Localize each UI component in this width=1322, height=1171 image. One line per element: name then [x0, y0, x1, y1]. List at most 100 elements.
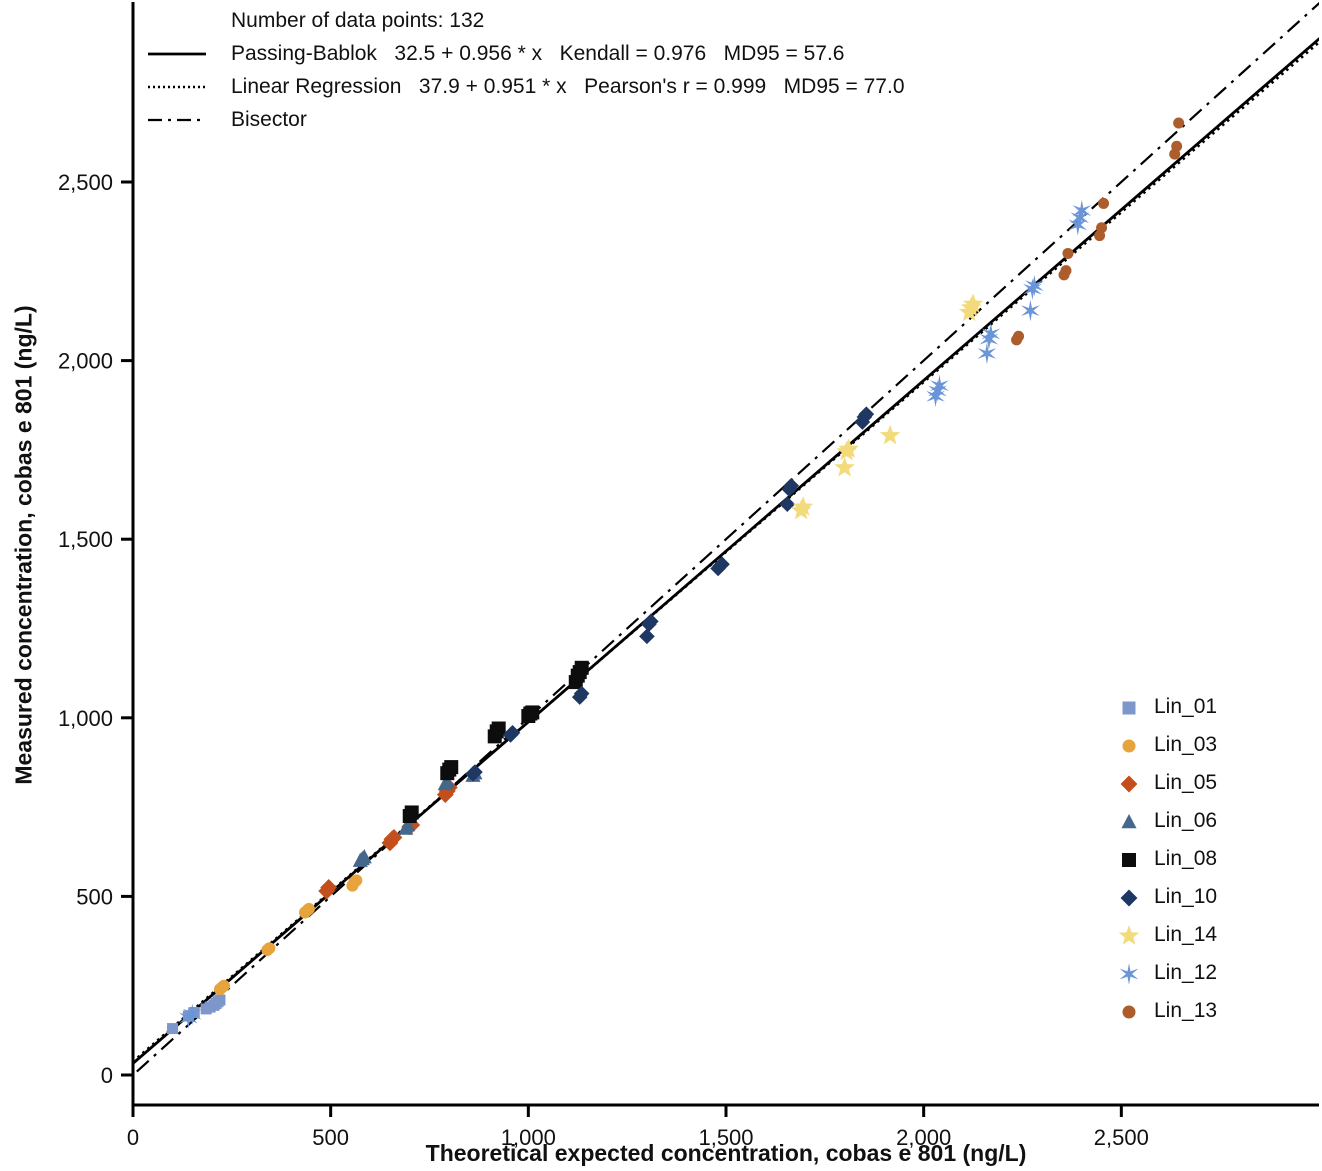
- data-point-lin-03: [302, 902, 315, 915]
- legend-label: Lin_01: [1154, 695, 1218, 718]
- data-point-lin-12: [981, 323, 1001, 345]
- x-axis-title: Theoretical expected concentration, coba…: [425, 1140, 1027, 1166]
- series-lin-12: [178, 199, 1092, 1029]
- stats-row-count: Number of data points: 132: [148, 4, 905, 37]
- data-point-lin-14: [962, 293, 984, 313]
- stats-row-bisector: Bisector: [148, 103, 905, 136]
- data-point-lin-14: [838, 438, 859, 458]
- legend-item-lin-14: Lin_14: [1118, 916, 1217, 954]
- data-point-lin-12: [1072, 199, 1092, 222]
- data-point-lin-10: [714, 556, 730, 573]
- data-point-lin-08: [491, 721, 506, 736]
- bisector-line-sample: [148, 111, 206, 129]
- bisector-text: Bisector: [231, 107, 307, 131]
- legend-label: Lin_10: [1154, 885, 1218, 908]
- series-lin-05: [318, 779, 458, 900]
- data-point-lin-14: [792, 496, 814, 516]
- series-lin-08: [402, 660, 589, 824]
- data-point-lin-05: [385, 829, 403, 846]
- data-point-lin-06: [356, 849, 372, 864]
- y-tick-label: 500: [76, 884, 113, 909]
- data-point-lin-10: [643, 613, 659, 630]
- data-point-lin-12: [928, 380, 947, 402]
- passing-bablok-line-sample: [148, 45, 206, 63]
- legend-label: Lin_08: [1154, 847, 1218, 870]
- axes: 0 500 1,000 1,500 2,000 2,500 0 500 1,000 1,500 2,…: [58, 2, 1319, 1150]
- lin-05-marker-icon: [1120, 775, 1138, 793]
- data-point-lin-12: [1068, 214, 1088, 236]
- bisector-line: [133, 2, 1319, 1077]
- data-point-lin-12: [930, 374, 949, 397]
- data-point-lin-08: [574, 660, 589, 675]
- legend-label: Lin_14: [1154, 923, 1218, 946]
- linear-regression-line-sample: [148, 78, 206, 96]
- legend-label: Lin_13: [1154, 999, 1218, 1022]
- data-point-lin-01: [214, 994, 226, 1006]
- legend-label: Lin_05: [1154, 771, 1218, 794]
- series-lin-03: [213, 874, 363, 996]
- x-tick-label: 2,500: [1094, 1125, 1149, 1150]
- reference-lines: [133, 2, 1319, 1077]
- lin-01-marker-icon: [1122, 701, 1136, 715]
- data-point-lin-12: [1023, 278, 1042, 300]
- x-tick-label: 1,500: [698, 1125, 753, 1150]
- y-tick-label: 2,000: [58, 349, 113, 374]
- data-point-lin-14: [834, 456, 855, 477]
- data-point-lin-12: [979, 328, 999, 350]
- legend-item-lin-13: Lin_13: [1118, 992, 1217, 1030]
- lin-08-marker-icon: [1122, 853, 1136, 867]
- data-point-lin-03: [263, 942, 276, 955]
- data-point-lin-13: [1098, 197, 1110, 209]
- legend-label: Lin_06: [1154, 809, 1218, 832]
- legend-item-lin-12: Lin_12: [1118, 954, 1217, 992]
- data-point-lin-03: [350, 874, 363, 887]
- data-point-lin-14: [879, 424, 901, 445]
- y-tick-label: 2,500: [58, 170, 113, 195]
- linear-regression-line: [133, 40, 1319, 1064]
- data-point-lin-08: [404, 805, 419, 820]
- y-tick-label: 1,000: [58, 706, 113, 731]
- stats-box: Number of data points: 132 Passing-Bablo…: [148, 4, 905, 136]
- stats-row-passing-bablok: Passing-Bablok 32.5 + 0.956 * x Kendall …: [148, 37, 905, 70]
- legend-item-lin-01: Lin_01: [1118, 688, 1217, 726]
- linear-regression-text: Linear Regression 37.9 + 0.951 * x Pears…: [231, 74, 905, 98]
- data-point-lin-12: [1021, 299, 1040, 322]
- legend: Lin_01 Lin_03 Lin_05 Lin_06 Lin_08 Lin_10 Lin_…: [1118, 688, 1217, 1030]
- y-tick-label: 1,500: [58, 527, 113, 552]
- series-lin-01: [167, 994, 226, 1035]
- stats-row-linear-regression: Linear Regression 37.9 + 0.951 * x Pears…: [148, 70, 905, 103]
- legend-item-lin-03: Lin_03: [1118, 726, 1217, 764]
- data-point-lin-06: [400, 816, 416, 832]
- legend-item-lin-08: Lin_08: [1118, 840, 1217, 878]
- data-point-lin-13: [1096, 222, 1108, 234]
- lin-12-marker-icon: [1119, 963, 1139, 984]
- lin-13-marker-icon: [1122, 1005, 1136, 1019]
- data-point-lin-12: [926, 385, 945, 408]
- data-point-lin-01: [167, 1023, 179, 1035]
- x-tick-label: 0: [127, 1125, 139, 1150]
- data-point-lin-06: [439, 774, 455, 789]
- series-lin-10: [465, 406, 875, 782]
- data-point-lin-10: [858, 406, 875, 422]
- lin-14-marker-icon: [1118, 925, 1140, 945]
- data-point-lin-12: [178, 1007, 198, 1029]
- data-point-lin-10: [467, 764, 483, 780]
- data-point-lin-10: [573, 685, 590, 702]
- legend-label: Lin_12: [1154, 961, 1218, 984]
- data-point-lin-13: [1171, 140, 1183, 152]
- lin-10-marker-icon: [1120, 889, 1138, 907]
- n-points-text: Number of data points: 132: [231, 8, 485, 32]
- lin-06-marker-icon: [1121, 813, 1137, 829]
- passing-bablok-text: Passing-Bablok 32.5 + 0.956 * x Kendall …: [231, 41, 845, 65]
- x-tick-label: 2,000: [896, 1125, 951, 1150]
- data-point-lin-10: [504, 725, 521, 741]
- y-axis-title: Measured concentration, cobas e 801 (ng/…: [10, 305, 37, 785]
- legend-item-lin-10: Lin_10: [1118, 878, 1217, 916]
- passing-bablok-line: [133, 37, 1319, 1066]
- data-point-lin-10: [783, 477, 800, 494]
- legend-item-lin-06: Lin_06: [1118, 802, 1217, 840]
- legend-item-lin-05: Lin_05: [1118, 764, 1217, 802]
- data-point-lin-03: [217, 979, 230, 992]
